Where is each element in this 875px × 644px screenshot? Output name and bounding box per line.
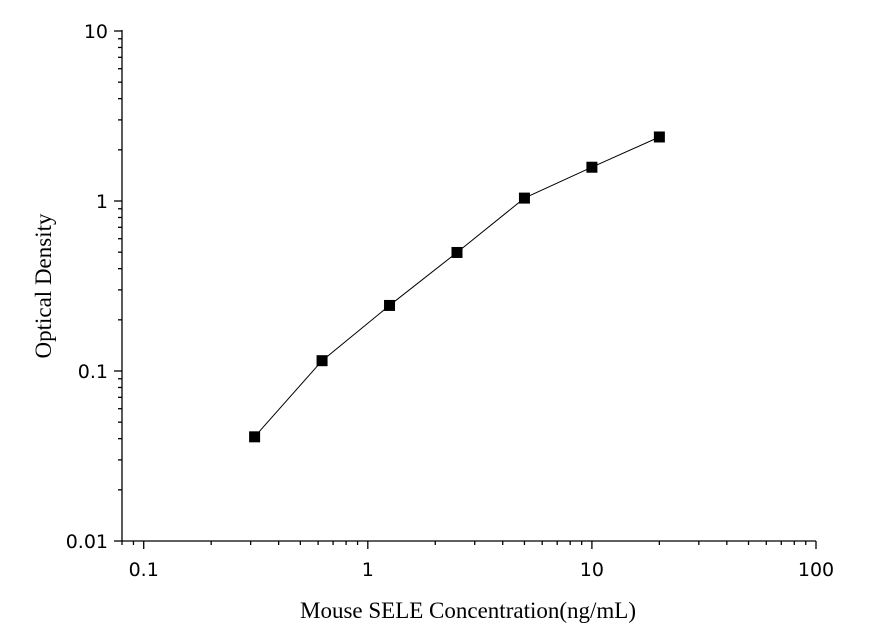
x-tick-label: 100 bbox=[798, 559, 834, 581]
x-tick-label: 1 bbox=[362, 559, 374, 581]
axes: 0.01 0.1 1 10 0.1 1 10 100 bbox=[66, 21, 834, 581]
y-tick-label: 0.01 bbox=[66, 531, 108, 553]
data-points bbox=[249, 131, 665, 443]
x-tick-label: 0.1 bbox=[129, 559, 159, 581]
data-point bbox=[384, 299, 396, 311]
data-point bbox=[451, 246, 463, 258]
fit-line bbox=[254, 136, 660, 438]
x-axis-title: Mouse SELE Concentration(ng/mL) bbox=[300, 598, 636, 623]
data-point bbox=[653, 131, 665, 143]
x-tick-label: 10 bbox=[580, 559, 604, 581]
fit-curve bbox=[254, 136, 660, 438]
data-point bbox=[249, 431, 261, 443]
data-point bbox=[586, 161, 598, 173]
y-tick-label: 0.1 bbox=[78, 361, 108, 383]
y-axis-title: Optical Density bbox=[31, 213, 56, 358]
y-tick-label: 10 bbox=[84, 21, 108, 43]
data-point bbox=[316, 355, 328, 367]
y-tick-label: 1 bbox=[96, 191, 108, 213]
data-point bbox=[518, 192, 530, 204]
